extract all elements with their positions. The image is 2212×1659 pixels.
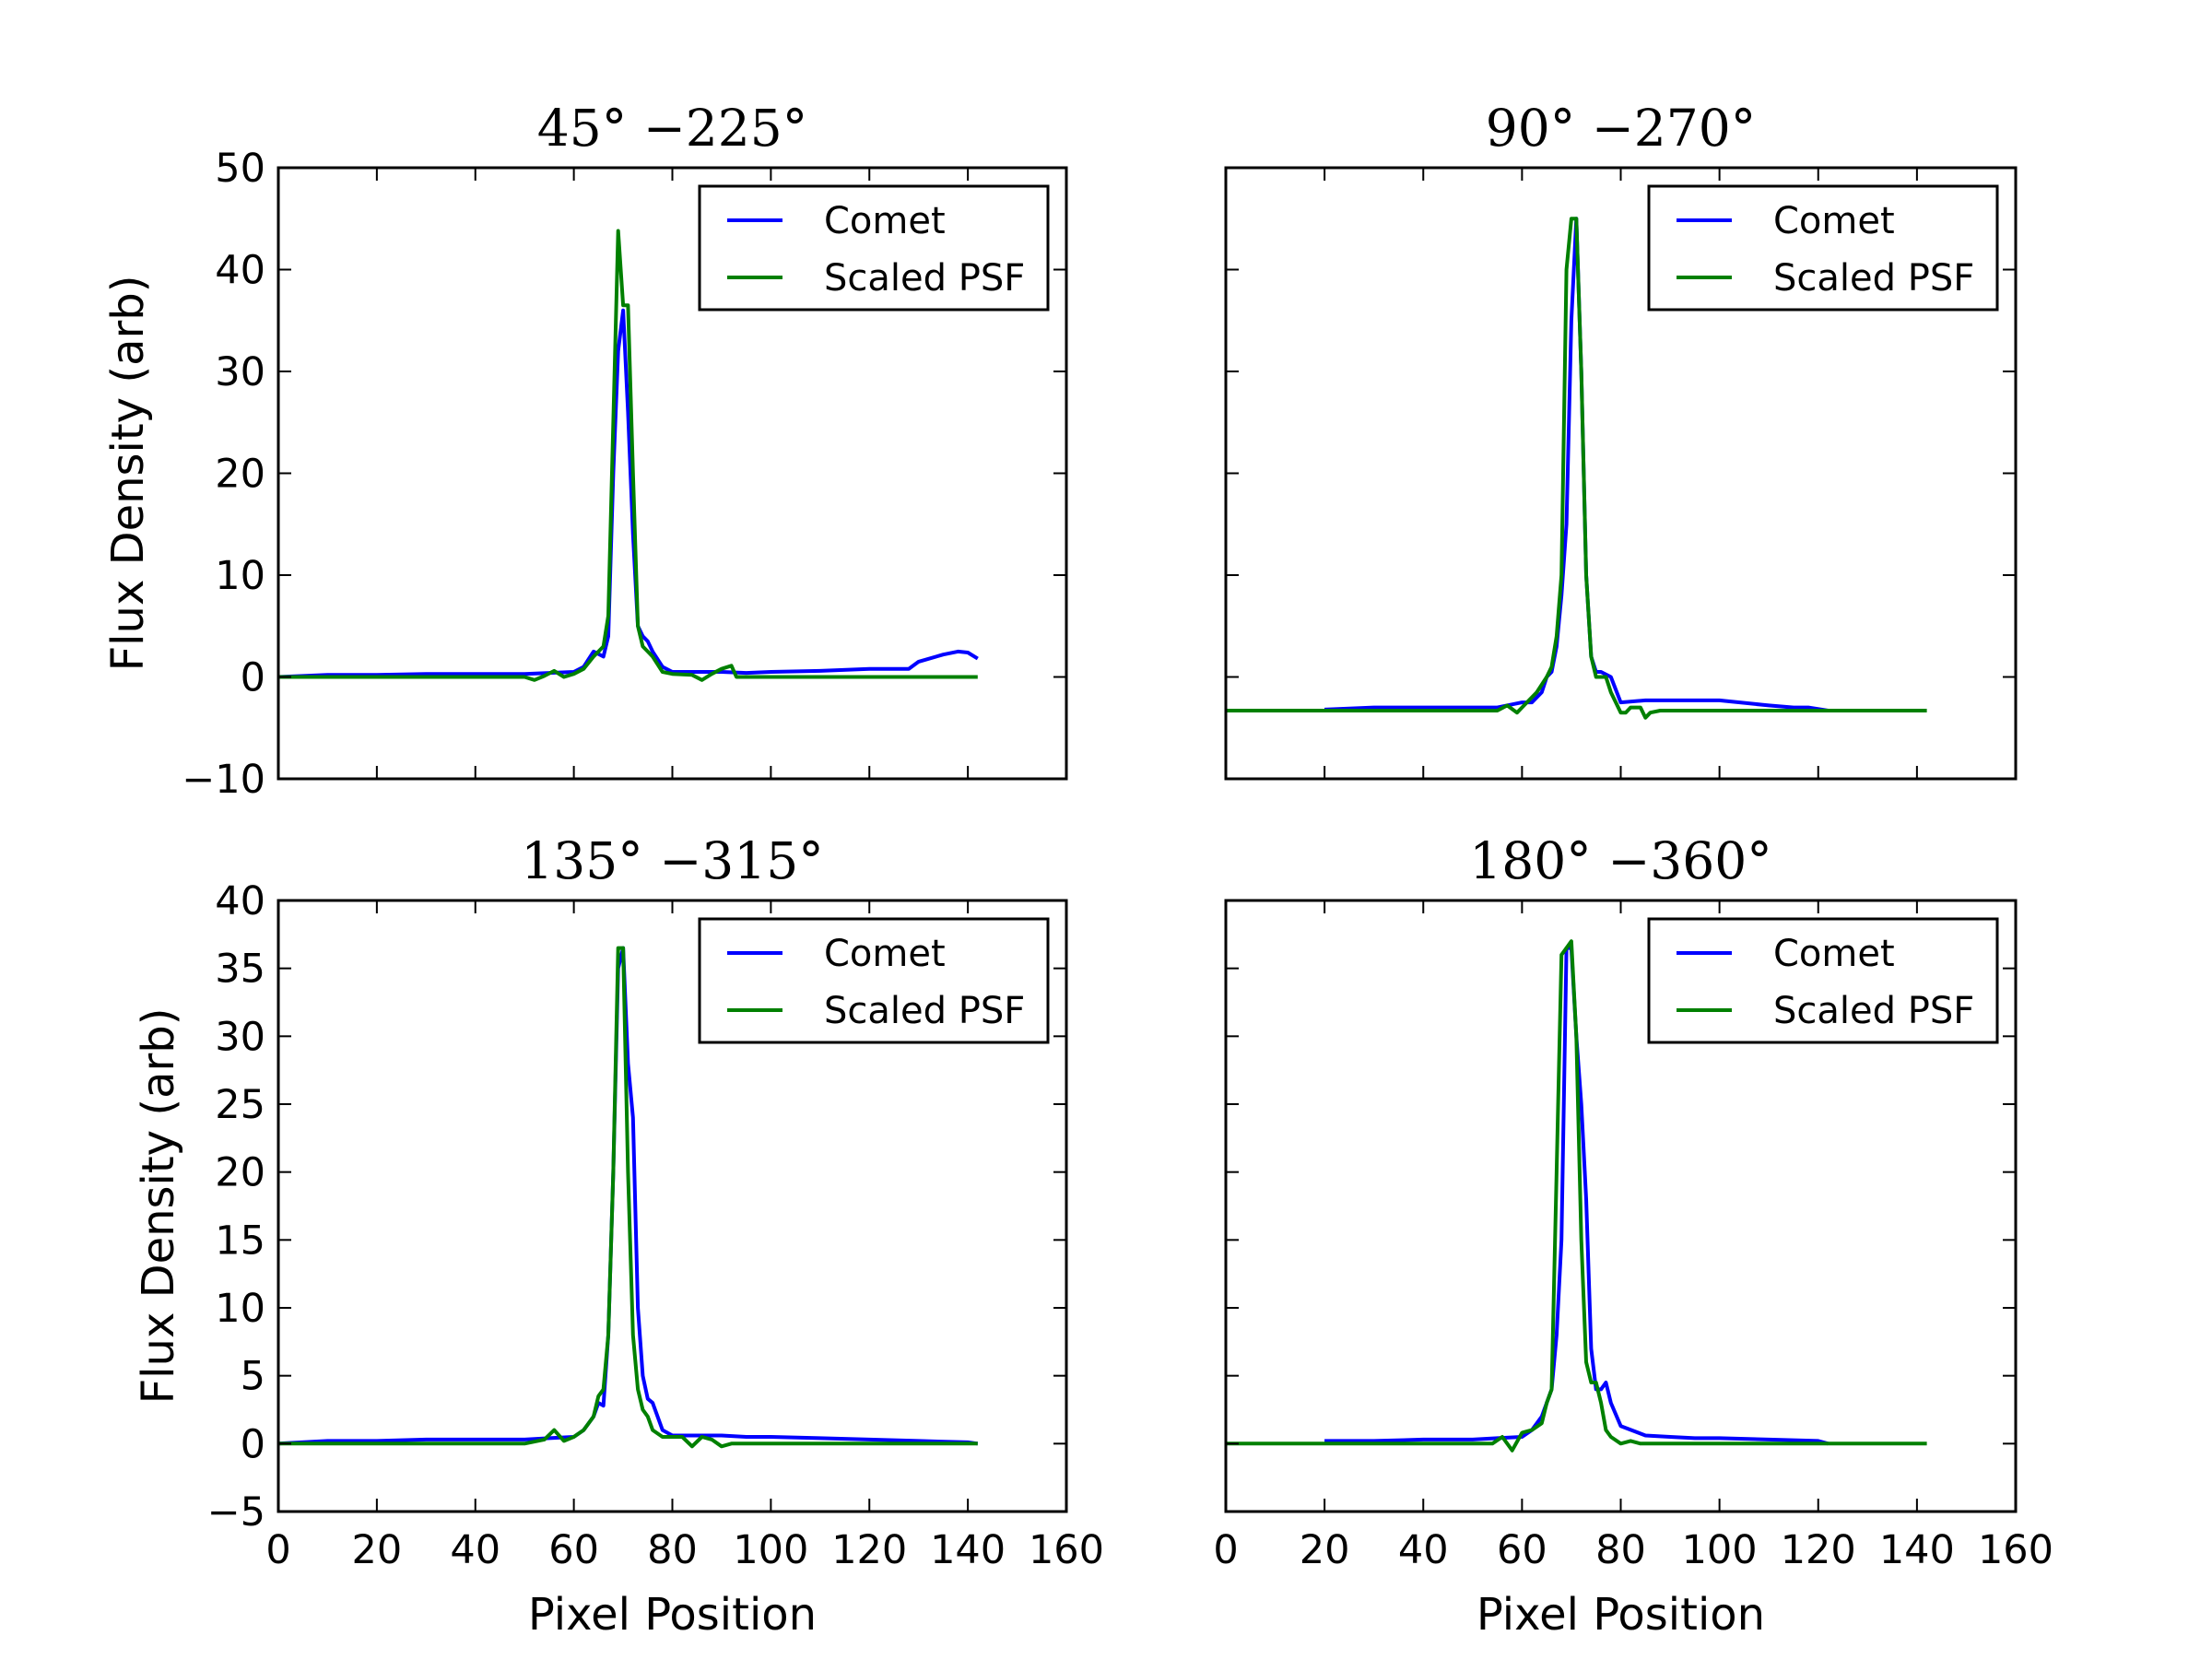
panel-2: 90° −270° Comet Scaled PSF: [1224, 99, 2018, 781]
x-tick-label: 60: [1497, 1527, 1547, 1573]
x-tick-label: 140: [930, 1527, 1006, 1573]
panel-title: 90° −270°: [1486, 99, 1757, 158]
series-line-scaled-psf: [1226, 939, 1927, 1453]
panel-3: 0 20 40 60 80 100 120 140 160−505101520253035401…: [133, 831, 1104, 1641]
x-tick-label: 80: [1595, 1527, 1646, 1573]
y-tick-label: 30: [215, 1014, 265, 1060]
x-tick-label: 80: [647, 1527, 698, 1573]
x-tick-label: 160: [1978, 1527, 2053, 1573]
legend-label: Comet: [1773, 933, 1895, 975]
x-tick-label: 60: [548, 1527, 599, 1573]
series-line-scaled-psf: [1226, 217, 1927, 720]
x-tick-label: 20: [352, 1527, 403, 1573]
panel-1: −10 0 10 20 30 40 50 45° −225° Flux Density (arb…: [102, 99, 1068, 803]
y-tick-label: −10: [182, 757, 265, 803]
x-tick-label: 140: [1879, 1527, 1955, 1573]
y-tick-label: 40: [215, 248, 265, 294]
x-tick-label: 100: [733, 1527, 808, 1573]
y-tick-label: 50: [215, 146, 265, 192]
y-tick-label: 25: [215, 1082, 265, 1128]
y-tick-label: 35: [215, 947, 265, 993]
y-tick-label: 20: [215, 452, 265, 498]
legend-box: [1647, 184, 1999, 312]
panel-4: 0 20 40 60 80 100 120 140 160 180° −360° Pixel Pos…: [1213, 831, 2053, 1641]
y-tick-label: 0: [241, 1421, 265, 1467]
x-axis-label: Pixel Position: [1477, 1589, 1765, 1641]
series-line-scaled-psf: [278, 229, 978, 682]
y-tick-label: 5: [241, 1354, 265, 1400]
legend-box: [1647, 917, 1999, 1044]
y-tick-label: 30: [215, 349, 265, 395]
legend: Comet Scaled PSF: [1647, 917, 1999, 1044]
legend: Comet Scaled PSF: [1647, 184, 1999, 312]
x-tick-label: 40: [1398, 1527, 1449, 1573]
x-tick-label: 100: [1682, 1527, 1758, 1573]
x-tick-label: 120: [831, 1527, 907, 1573]
legend-label: Scaled PSF: [824, 990, 1025, 1032]
y-tick-label: 10: [215, 553, 265, 599]
y-tick-label: 40: [215, 878, 265, 924]
legend-label: Comet: [824, 200, 946, 242]
legend-label: Scaled PSF: [1773, 257, 1974, 300]
legend-label: Comet: [824, 933, 946, 975]
y-tick-label: 15: [215, 1218, 265, 1264]
legend-label: Comet: [1773, 200, 1895, 242]
panel-title: 45° −225°: [537, 99, 808, 158]
panel-title: 135° −315°: [521, 831, 824, 890]
y-axis-label: Flux Density (arb): [102, 276, 154, 672]
x-axis-label: Pixel Position: [528, 1589, 817, 1641]
legend-box: [698, 184, 1050, 312]
x-tick-label: 20: [1300, 1527, 1350, 1573]
x-tick-label: 120: [1781, 1527, 1856, 1573]
x-tick-label: 0: [1213, 1527, 1238, 1573]
x-tick-label: 0: [265, 1527, 290, 1573]
legend: Comet Scaled PSF: [698, 184, 1050, 312]
legend: Comet Scaled PSF: [698, 917, 1050, 1044]
y-tick-label: 20: [215, 1150, 265, 1196]
legend-label: Scaled PSF: [1773, 990, 1974, 1032]
x-tick-label: 40: [450, 1527, 500, 1573]
series-line-comet: [277, 946, 979, 1446]
y-tick-label: 10: [215, 1286, 265, 1332]
legend-box: [698, 917, 1050, 1044]
panel-title: 180° −360°: [1469, 831, 1772, 890]
y-axis-label: Flux Density (arb): [133, 1008, 184, 1405]
x-tick-label: 160: [1029, 1527, 1104, 1573]
legend-label: Scaled PSF: [824, 257, 1025, 300]
series-line-scaled-psf: [278, 946, 978, 1449]
y-tick-label: −5: [207, 1489, 265, 1535]
y-tick-label: 0: [241, 655, 265, 701]
